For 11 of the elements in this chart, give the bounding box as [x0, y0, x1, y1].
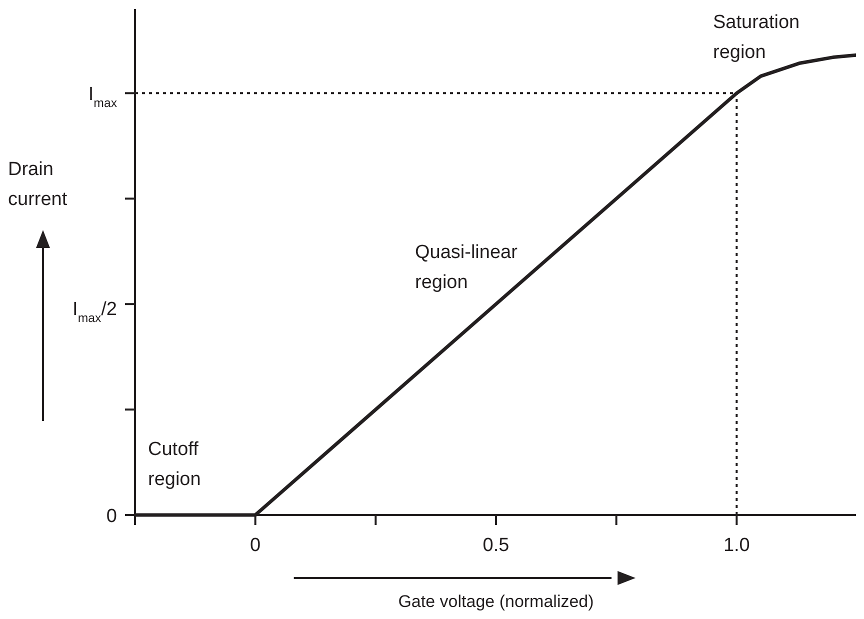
x-axis-title: Gate voltage (normalized) [398, 592, 594, 611]
y-axis-title: Drain current [8, 159, 68, 210]
text: 0 [106, 506, 117, 527]
x-tick-label: 0 [250, 535, 261, 556]
x-tick-label: 0.5 [482, 535, 510, 556]
annotation: Cutoff region [148, 439, 201, 490]
annotation: Quasi-linear region [415, 242, 518, 293]
annotation: Saturation region [713, 12, 800, 63]
ref-line-label: I$_{max}$ [88, 84, 118, 110]
text: I$_{max}$/2 [72, 299, 117, 325]
x-tick-label: 1.0 [723, 535, 750, 556]
